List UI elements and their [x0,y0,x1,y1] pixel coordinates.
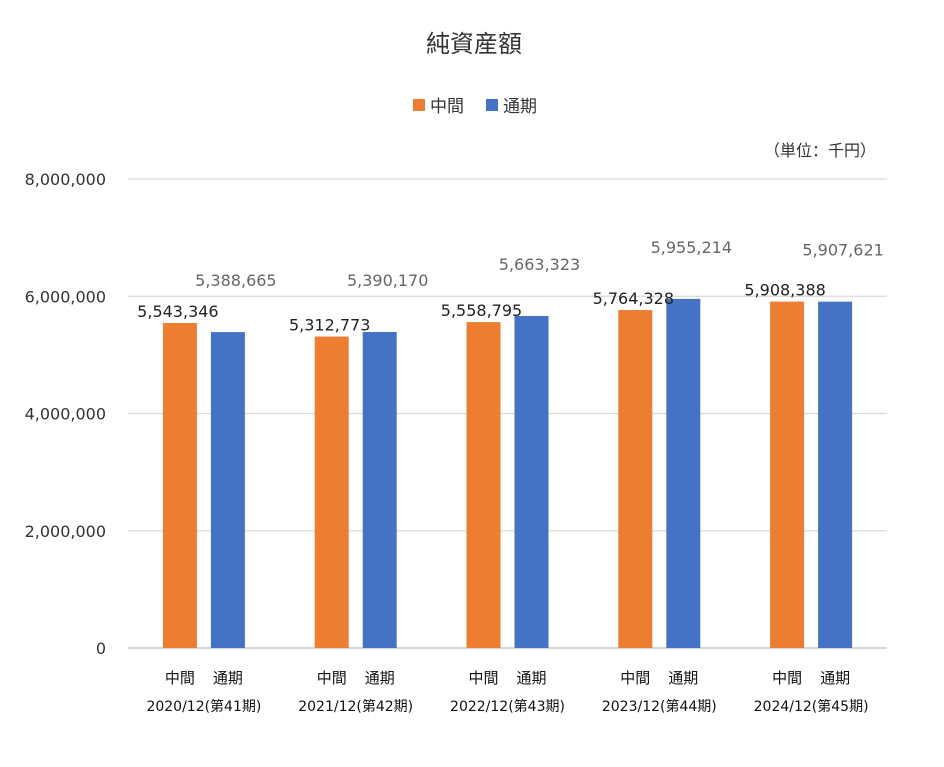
legend-label-fullyear: 通期 [503,97,537,117]
bars [162,298,853,648]
x-tick-bar-label: 中間 [772,669,802,687]
bar-interim [314,336,349,648]
x-tick-category: 2020/12(第41期) [146,698,261,715]
data-label-fullyear: 5,955,214 [651,238,732,257]
bar-interim [466,322,501,648]
x-tick-category: 2021/12(第42期) [298,698,413,715]
bar-fullyear [362,332,397,648]
x-tick-bar-label: 通期 [213,669,243,687]
x-tick-bar-label: 中間 [620,669,650,687]
bar-fullyear [818,301,853,648]
x-tick-bar-label: 通期 [820,669,850,687]
data-label-interim: 5,764,328 [593,289,674,308]
data-labels: 5,543,346 5,388,665 5,312,773 5,390,170 5,55… [137,238,884,335]
x-tick-bar-label: 通期 [668,669,698,687]
x-tick-bar-label: 中間 [468,669,498,687]
y-tick-label: 6,000,000 [25,287,106,306]
x-tick-bar-label: 中間 [317,669,347,687]
y-tick-label: 2,000,000 [25,522,106,541]
legend-label-interim: 中間 [430,97,464,117]
bar-interim [770,301,805,648]
y-tick-label: 0 [96,639,106,658]
bar-fullyear [514,315,549,648]
data-label-interim: 5,558,795 [441,301,522,320]
bar-fullyear [210,332,245,648]
bar-fullyear [666,298,701,648]
data-label-interim: 5,908,388 [744,281,825,300]
y-tick-label: 8,000,000 [25,170,106,189]
data-label-interim: 5,543,346 [137,302,218,321]
gridlines [128,178,887,649]
data-label-interim: 5,312,773 [289,316,370,335]
bar-interim [162,323,197,648]
x-tick-category: 2024/12(第45期) [754,698,869,715]
chart-title: 純資産額 [426,30,522,58]
data-label-fullyear: 5,907,621 [802,241,883,260]
x-tick-category: 2023/12(第44期) [602,698,717,715]
y-axis-ticks: 0 2,000,000 4,000,000 6,000,000 8,000,000 [25,170,106,658]
data-label-fullyear: 5,663,323 [499,255,580,274]
legend-swatch-interim [413,99,425,111]
y-tick-label: 4,000,000 [25,405,106,424]
x-tick-bar-label: 通期 [516,669,546,687]
legend: 中間 通期 [413,97,537,117]
x-tick-bar-label: 通期 [365,669,395,687]
x-tick-category: 2022/12(第43期) [450,698,565,715]
unit-label: （単位：千円） [764,141,876,160]
data-label-fullyear: 5,390,170 [347,271,428,290]
data-label-fullyear: 5,388,665 [195,271,276,290]
x-tick-bar-label: 中間 [165,669,195,687]
legend-swatch-fullyear [486,99,498,111]
bar-interim [618,310,653,648]
